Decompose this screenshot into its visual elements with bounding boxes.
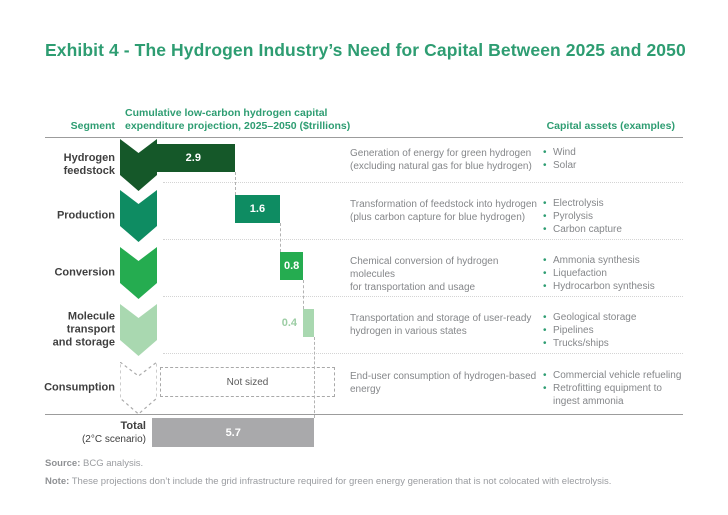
capital-asset-item: Solar	[543, 159, 703, 172]
waterfall-bar-production: 1.6	[234, 195, 281, 223]
total-divider-line	[45, 414, 683, 415]
note-label: Note:	[45, 476, 70, 487]
note-text: These projections don’t include the grid…	[69, 476, 612, 487]
segment-description: Transportation and storage of user-ready…	[350, 313, 532, 337]
capital-asset-item: Hydrocarbon synthesis	[543, 280, 703, 293]
waterfall-connector	[314, 337, 316, 418]
capital-asset-item: Liquefaction	[543, 267, 703, 280]
bar-value: 0.4	[281, 317, 298, 329]
note-line: Note: These projections don’t include th…	[45, 476, 705, 488]
capital-assets-list: WindSolar	[543, 146, 703, 172]
row-separator	[163, 182, 683, 183]
bar-value: 1.6	[249, 203, 266, 215]
segment-label: Production	[56, 209, 115, 222]
waterfall-bar-molecule-transport-and-storage	[303, 309, 315, 337]
total-bar: 5.7	[152, 418, 315, 447]
column-header-segment: Segment	[70, 120, 115, 132]
capital-asset-item: Carbon capture	[543, 223, 703, 236]
total-row-label: Total (2°C scenario)	[28, 420, 146, 446]
segment-description: End-user consumption of hydrogen-based e…	[350, 371, 537, 395]
not-sized-box: Not sized	[160, 367, 335, 397]
source-label: Source:	[45, 458, 81, 469]
capital-assets-list: Ammonia synthesisLiquefactionHydrocarbon…	[543, 254, 703, 293]
chevron-down-dashed-icon	[120, 362, 157, 414]
segment-description: Generation of energy for green hydrogen …	[350, 148, 532, 172]
segment-label: Consumption	[44, 381, 115, 394]
waterfall-connector	[280, 223, 282, 252]
total-bar-value: 5.7	[225, 426, 241, 439]
capital-asset-item: Trucks/ships	[543, 337, 703, 350]
capital-asset-item: Ammonia synthesis	[543, 254, 703, 267]
segment-description: Transformation of feedstock into hydroge…	[350, 199, 537, 223]
capital-asset-item: Pyrolysis	[543, 210, 703, 223]
chevron-down-icon	[120, 139, 157, 191]
capital-assets-list: Commercial vehicle refuelingRetrofitting…	[543, 369, 703, 408]
waterfall-bar-conversion: 0.8	[280, 252, 304, 280]
capital-assets-list: Geological storagePipelinesTrucks/ships	[543, 311, 703, 350]
segment-label: Conversion	[54, 266, 115, 279]
column-header-capital-assets: Capital assets (examples)	[546, 120, 675, 132]
chevron-down-icon	[120, 247, 157, 299]
source-text: BCG analysis.	[80, 458, 144, 469]
total-label-scenario: (2°C scenario)	[81, 434, 146, 445]
capital-assets-list: ElectrolysisPyrolysisCarbon capture	[543, 197, 703, 236]
column-header-expenditure: Cumulative low-carbon hydrogen capital e…	[125, 107, 351, 132]
capital-asset-item: Geological storage	[543, 311, 703, 324]
capital-asset-item: Commercial vehicle refueling	[543, 369, 703, 382]
waterfall-connector	[303, 280, 305, 309]
segment-label: Hydrogen feedstock	[63, 152, 115, 177]
waterfall-bar-hydrogen-feedstock: 2.9	[152, 144, 235, 172]
segment-description: Chemical conversion of hydrogen molecule…	[350, 256, 499, 293]
row-separator	[163, 239, 683, 240]
bar-value: 0.8	[284, 260, 300, 272]
capital-asset-item: Wind	[543, 146, 703, 159]
capital-asset-item: Retrofitting equipment to ingest ammonia	[543, 382, 703, 408]
row-separator	[163, 353, 683, 354]
exhibit-title: Exhibit 4 - The Hydrogen Industry’s Need…	[45, 40, 686, 60]
total-label-main: Total	[120, 420, 146, 432]
waterfall-connector	[234, 172, 236, 195]
chevron-down-icon	[120, 190, 157, 242]
capital-asset-item: Pipelines	[543, 324, 703, 337]
row-separator	[163, 296, 683, 297]
header-divider-line	[45, 137, 683, 138]
capital-asset-item: Electrolysis	[543, 197, 703, 210]
bar-value: 2.9	[185, 152, 201, 164]
source-line: Source: BCG analysis.	[45, 458, 705, 470]
chevron-down-icon	[120, 304, 157, 356]
segment-label: Molecule transport and storage	[52, 310, 115, 349]
